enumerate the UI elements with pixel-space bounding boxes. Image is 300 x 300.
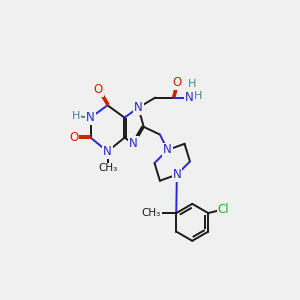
- Text: H: H: [188, 79, 196, 89]
- Text: H: H: [72, 111, 80, 121]
- Text: H: H: [194, 91, 202, 101]
- Text: CH₃: CH₃: [142, 208, 161, 218]
- Text: N: N: [86, 111, 95, 124]
- Text: CH₃: CH₃: [98, 164, 117, 173]
- Text: Cl: Cl: [218, 203, 230, 216]
- Text: O: O: [94, 83, 103, 96]
- Text: N: N: [129, 137, 138, 150]
- Text: N: N: [163, 143, 172, 157]
- Text: O: O: [172, 76, 182, 89]
- Text: O: O: [69, 131, 78, 144]
- Text: N: N: [103, 145, 112, 158]
- Text: N: N: [172, 168, 181, 181]
- Text: N: N: [185, 91, 194, 104]
- Text: N: N: [134, 101, 143, 114]
